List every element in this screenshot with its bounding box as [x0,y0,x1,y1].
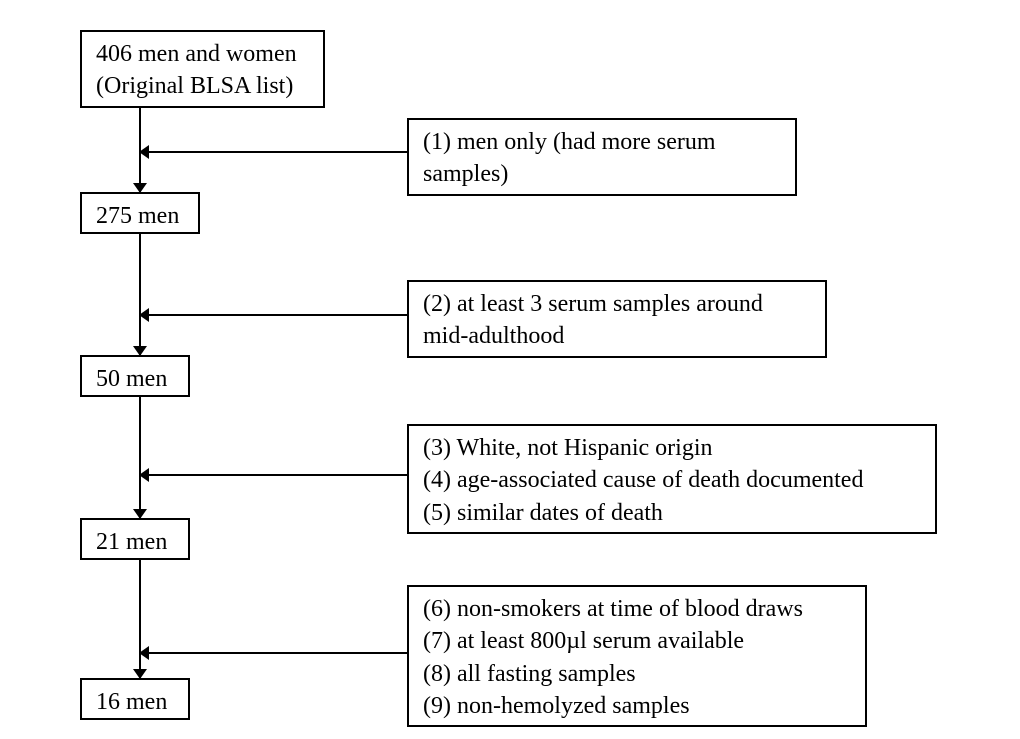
node-line: 21 men [96,526,174,558]
criteria-line: mid-adulthood [423,320,811,352]
node-line: 406 men and women [96,38,309,70]
node-line: 275 men [96,200,184,232]
node-line: 50 men [96,363,174,395]
criteria-line: (7) at least 800µl serum available [423,625,851,657]
criteria-line: (1) men only (had more serum [423,126,781,158]
criteria-line: (3) White, not Hispanic origin [423,432,921,464]
criteria-line: (8) all fasting samples [423,658,851,690]
criteria-line: (5) similar dates of death [423,497,921,529]
node-21-men: 21 men [80,518,190,560]
criteria-line: (6) non-smokers at time of blood draws [423,593,851,625]
criteria-line: (9) non-hemolyzed samples [423,690,851,722]
criteria-box-3: (3) White, not Hispanic origin (4) age-a… [407,424,937,534]
criteria-line: samples) [423,158,781,190]
node-original-list: 406 men and women (Original BLSA list) [80,30,325,108]
flowchart-canvas: 406 men and women (Original BLSA list) 2… [0,0,1020,739]
node-line: (Original BLSA list) [96,70,309,102]
criteria-box-2: (2) at least 3 serum samples around mid-… [407,280,827,358]
node-line: 16 men [96,686,174,718]
criteria-box-1: (1) men only (had more serum samples) [407,118,797,196]
node-275-men: 275 men [80,192,200,234]
criteria-line: (2) at least 3 serum samples around [423,288,811,320]
node-50-men: 50 men [80,355,190,397]
criteria-line: (4) age-associated cause of death docume… [423,464,921,496]
criteria-box-4: (6) non-smokers at time of blood draws (… [407,585,867,727]
node-16-men: 16 men [80,678,190,720]
